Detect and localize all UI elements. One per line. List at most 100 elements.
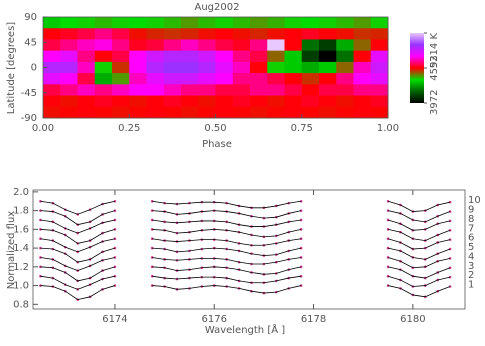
heat-cell bbox=[146, 61, 165, 74]
x-tick-label: 1.00 bbox=[377, 123, 399, 134]
heat-cell bbox=[60, 73, 78, 85]
heat-cell bbox=[319, 39, 337, 52]
heat-cell bbox=[215, 50, 234, 63]
heat-cell bbox=[198, 28, 216, 40]
heat-cell bbox=[181, 50, 199, 63]
heat-cell bbox=[319, 28, 337, 40]
heat-cell bbox=[370, 39, 389, 52]
heat-cell bbox=[319, 61, 337, 74]
heat-cell bbox=[112, 84, 130, 96]
heat-cell bbox=[94, 73, 113, 85]
y-tick-label: -45 bbox=[21, 88, 37, 99]
heat-cell bbox=[163, 50, 182, 63]
heat-cell bbox=[43, 106, 61, 119]
heat-cell bbox=[370, 28, 389, 40]
heat-cell bbox=[198, 17, 216, 29]
heat-cell bbox=[43, 84, 61, 96]
x-tick-label: 0.50 bbox=[204, 123, 226, 134]
heat-cell bbox=[146, 39, 165, 52]
profile-x-label: Wavelength [Å ] bbox=[205, 323, 285, 336]
heat-cell bbox=[163, 84, 182, 96]
profile-line bbox=[40, 266, 451, 282]
heat-cell bbox=[370, 73, 389, 85]
heat-cell bbox=[215, 39, 234, 52]
profile-line bbox=[40, 275, 451, 290]
y-tick-label: 1.4 bbox=[13, 243, 29, 254]
heat-cell bbox=[112, 106, 130, 119]
heat-cell bbox=[215, 106, 234, 119]
heat-cell bbox=[94, 17, 113, 29]
observed-point bbox=[448, 275, 452, 279]
heat-cell bbox=[267, 61, 285, 74]
observed-point bbox=[39, 199, 42, 203]
heat-cell bbox=[353, 95, 372, 108]
observed-point bbox=[113, 237, 117, 241]
heat-cell bbox=[60, 84, 78, 96]
observed-point bbox=[448, 257, 452, 260]
heat-cell bbox=[94, 28, 113, 40]
heat-cell bbox=[353, 106, 372, 119]
heat-cell bbox=[232, 95, 251, 108]
heat-cell bbox=[129, 17, 147, 29]
profile-line bbox=[40, 228, 451, 244]
x-tick-label: 6180 bbox=[400, 314, 425, 325]
observed-point bbox=[113, 199, 117, 203]
heat-cell bbox=[215, 73, 234, 85]
heat-cell bbox=[353, 17, 372, 29]
heat-cell bbox=[319, 73, 337, 85]
y-tick-label: 1.8 bbox=[13, 206, 29, 217]
heat-cell bbox=[232, 84, 251, 96]
heat-cell bbox=[250, 17, 268, 29]
colorbar-tick-label: 4593 bbox=[429, 55, 440, 80]
y-tick-label: 2.0 bbox=[13, 187, 29, 198]
heat-cell bbox=[284, 50, 303, 63]
y-tick-label: 1.6 bbox=[13, 224, 29, 235]
heat-cell bbox=[232, 39, 251, 52]
heat-cell bbox=[232, 50, 251, 63]
profile-line bbox=[40, 257, 451, 272]
heat-cell bbox=[250, 95, 268, 108]
profile-line bbox=[40, 285, 451, 301]
heat-cell bbox=[336, 61, 354, 74]
profile-line bbox=[40, 219, 451, 234]
heat-cell bbox=[60, 61, 78, 74]
profile-label: 1 bbox=[468, 280, 474, 291]
heat-cell bbox=[181, 17, 199, 29]
heat-cell bbox=[336, 39, 354, 52]
map-y-label: Latitude [degrees] bbox=[6, 22, 17, 114]
heat-cell bbox=[94, 106, 113, 119]
heat-cell bbox=[215, 28, 234, 40]
heat-cell bbox=[370, 95, 389, 108]
heat-cell bbox=[232, 17, 251, 29]
heat-cell bbox=[77, 28, 96, 40]
heat-cell bbox=[353, 50, 372, 63]
heat-cell bbox=[370, 61, 389, 74]
heat-cell bbox=[94, 61, 113, 74]
heat-cell bbox=[198, 39, 216, 52]
heat-cell bbox=[43, 73, 61, 85]
heat-cell bbox=[250, 39, 268, 52]
profile-label: 8 bbox=[468, 214, 474, 225]
heat-cell bbox=[77, 95, 96, 108]
heat-cell bbox=[77, 50, 96, 63]
map-title: Aug2002 bbox=[195, 2, 240, 13]
heat-cell bbox=[319, 106, 337, 119]
heat-cell bbox=[267, 84, 285, 96]
heat-cell bbox=[301, 73, 320, 85]
heat-cell bbox=[163, 95, 182, 108]
heat-cell bbox=[181, 61, 199, 74]
heat-cell bbox=[43, 17, 61, 29]
heat-cell bbox=[319, 84, 337, 96]
heat-cell bbox=[146, 106, 165, 119]
heat-cell bbox=[267, 106, 285, 119]
heat-cell bbox=[301, 28, 320, 40]
heat-cell bbox=[43, 39, 61, 52]
heat-cell bbox=[319, 50, 337, 63]
heat-cell bbox=[284, 28, 303, 40]
profile-y-label: Normalized flux bbox=[6, 211, 17, 290]
heat-cell bbox=[163, 17, 182, 29]
observed-point bbox=[113, 218, 117, 222]
heat-cell bbox=[43, 61, 61, 74]
y-tick-label: 0.8 bbox=[13, 299, 29, 310]
heat-cell bbox=[77, 73, 96, 85]
